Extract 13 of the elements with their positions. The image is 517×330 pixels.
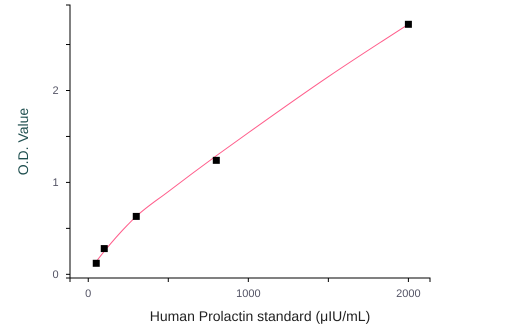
x-tick-label: 1000 xyxy=(236,288,261,300)
point xyxy=(132,212,140,220)
y-tick-label: 1 xyxy=(52,176,59,189)
y-axis-title: O.D. Value xyxy=(15,108,31,176)
y-tick-label: 2 xyxy=(52,85,59,98)
point xyxy=(92,260,100,267)
y-tick-label: 0 xyxy=(52,268,59,281)
x-tick-label: 0 xyxy=(85,288,92,300)
x-tick-label: 2000 xyxy=(396,288,421,300)
point xyxy=(404,20,412,28)
x-axis-title: Human Prolactin standard (μIU/mL) xyxy=(150,308,370,324)
point xyxy=(100,245,108,252)
point xyxy=(212,156,220,164)
